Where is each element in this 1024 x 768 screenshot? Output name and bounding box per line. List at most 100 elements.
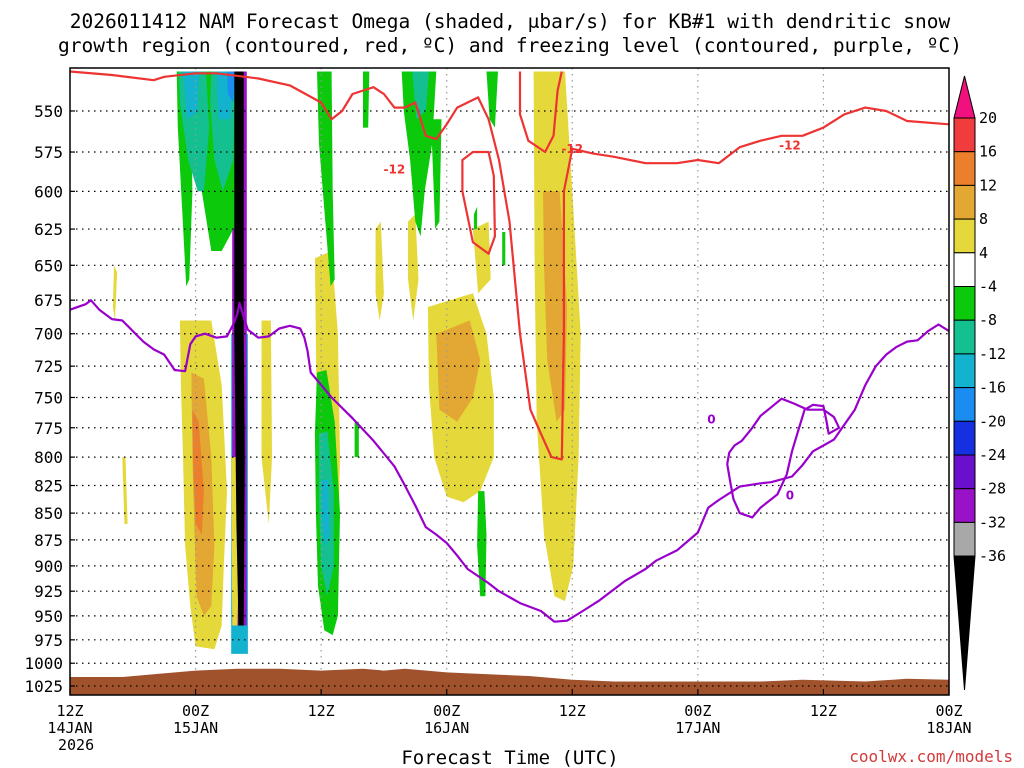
colorbar-label-7: -12 — [979, 345, 1006, 363]
contour-line-0 — [70, 70, 949, 461]
colorbar-label-12: -32 — [979, 513, 1006, 531]
omega-shade-region-11 — [436, 320, 481, 422]
y-tick-label-975: 975 — [34, 631, 63, 650]
contour-line-1 — [461, 150, 496, 255]
colorbar-label-8: -16 — [979, 379, 1006, 397]
terrain — [70, 668, 949, 695]
contour-label-2: -12 — [779, 139, 801, 153]
colorbar-bin-1 — [953, 151, 976, 186]
y-tick-label-725: 725 — [34, 357, 63, 376]
y-tick-label-800: 800 — [34, 448, 63, 467]
omega-shade-region-8 — [375, 221, 384, 321]
colorbar-bin-4 — [953, 252, 976, 288]
y-tick-label-1025: 1025 — [24, 677, 63, 696]
x-tick-label-60-0: 00Z — [684, 702, 711, 720]
colorbar-label-9: -20 — [979, 412, 1006, 430]
y-tick-label-825: 825 — [34, 477, 63, 496]
omega-shade-region-35 — [477, 491, 487, 597]
colorbar-label-6: -8 — [979, 311, 997, 329]
contour-labels: -12 -12 -12 0 0 — [384, 139, 801, 503]
x-tick-label-12-0: 00Z — [182, 702, 209, 720]
x-tick-label-36-0: 00Z — [433, 702, 460, 720]
x-tick-label-36-1: 16JAN — [424, 719, 469, 737]
y-tick-label-675: 675 — [34, 291, 63, 310]
colorbar-label-2: 12 — [979, 176, 997, 194]
y-tick-label-750: 750 — [34, 388, 63, 407]
y-tick-label-925: 925 — [34, 582, 63, 601]
colorbar-bin-10 — [953, 454, 976, 490]
colorbar-label-13: -36 — [979, 547, 1006, 565]
omega-shade-region-29 — [401, 71, 437, 237]
colorbar-bin-11 — [953, 488, 976, 523]
title-line-2: growth region (contoured, red, ºC) and f… — [58, 34, 962, 57]
colorbar-bin-8 — [953, 387, 976, 422]
colorbar-bin-3 — [953, 218, 976, 254]
colorbar-bin-12 — [953, 521, 976, 557]
plot-area — [70, 68, 949, 695]
colorbar-label-0: 20 — [979, 109, 997, 127]
omega-shade-region-34 — [502, 232, 506, 266]
colorbar-bin-6 — [953, 319, 976, 355]
colorbar-bin-9 — [953, 420, 976, 456]
y-tick-label-775: 775 — [34, 419, 63, 438]
contour-lines — [70, 70, 949, 623]
contour-label-0: -12 — [384, 163, 406, 177]
contour-label-4: 0 — [786, 489, 794, 503]
colorbar-label-11: -28 — [979, 480, 1006, 498]
plot-frame — [69, 67, 950, 696]
x-tick-label-0-1: 14JAN — [47, 719, 92, 737]
colorbar-bin-2 — [953, 184, 976, 220]
omega-shade-region-4 — [261, 320, 272, 524]
omega-shade-region-22 — [227, 71, 236, 103]
x-tick-label-0-2: 2026 — [58, 736, 94, 754]
credit-link[interactable]: coolwx.com/models — [849, 747, 1013, 766]
contour-line-2 — [518, 71, 563, 154]
omega-strongest-column — [234, 71, 245, 626]
title-line-1: 2026011412 NAM Forecast Omega (shaded, μ… — [70, 10, 951, 33]
omega-shade-region-23 — [317, 71, 335, 287]
omega-shade-region-14 — [543, 191, 568, 422]
colorbar-label-10: -24 — [979, 446, 1006, 464]
y-tick-label-700: 700 — [34, 325, 63, 344]
omega-shading — [112, 71, 581, 654]
omega-shade-region-28 — [363, 71, 370, 128]
omega-shade-region-33 — [486, 71, 498, 128]
y-tick-label-950: 950 — [34, 607, 63, 626]
x-tick-label-84-0: 00Z — [935, 702, 962, 720]
colorbar-label-5: -4 — [979, 278, 997, 296]
y-tick-label-875: 875 — [34, 531, 63, 550]
contour-line-3 — [70, 299, 949, 623]
x-tick-label-72-0: 12Z — [810, 702, 837, 720]
colorbar-label-3: 8 — [979, 210, 988, 228]
omega-shade-region-9 — [408, 214, 419, 321]
y-tick-label-850: 850 — [34, 504, 63, 523]
colorbar-label-1: 16 — [979, 143, 997, 161]
x-axis-label: Forecast Time (UTC) — [401, 747, 618, 768]
omega-shade-region-26 — [322, 479, 330, 546]
colorbar-bottom-arrow — [953, 555, 976, 691]
contour-line-4 — [726, 397, 841, 519]
colorbar-label-4: 4 — [979, 244, 988, 262]
x-tick-label-60-1: 17JAN — [675, 719, 720, 737]
x-tick-label-48-0: 12Z — [559, 702, 586, 720]
x-tick-label-0-0: 12Z — [56, 702, 83, 720]
contour-label-3: 0 — [707, 412, 715, 426]
y-tick-label-650: 650 — [34, 256, 63, 275]
colorbar-top-arrow — [953, 75, 976, 119]
y-tick-label-550: 550 — [34, 102, 63, 121]
y-tick-label-625: 625 — [34, 220, 63, 239]
colorbar: 20 16 12 8 4 -4 -8 -12 -16 -20 -24 -28 -32 -36 — [953, 75, 1006, 691]
omega-shade-region-12 — [472, 221, 491, 294]
colorbar-bin-5 — [953, 286, 976, 321]
y-axis-ticks: 550 575 600 625 650 675 700 725 750 775 800 825 850 8… — [24, 102, 75, 696]
colorbar-bin-7 — [953, 353, 976, 389]
terrain-fill — [70, 668, 949, 695]
omega-shade-region-5 — [122, 457, 128, 524]
y-tick-label-900: 900 — [34, 557, 63, 576]
x-tick-label-24-0: 12Z — [308, 702, 335, 720]
omega-shade-region-32 — [473, 206, 478, 230]
omega-shade-region-6 — [112, 265, 118, 321]
contour-label-1: -12 — [561, 142, 583, 156]
